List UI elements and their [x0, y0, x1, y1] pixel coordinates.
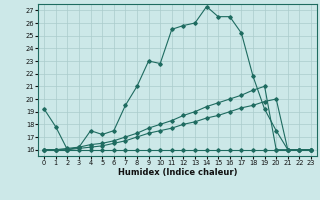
X-axis label: Humidex (Indice chaleur): Humidex (Indice chaleur) — [118, 168, 237, 177]
